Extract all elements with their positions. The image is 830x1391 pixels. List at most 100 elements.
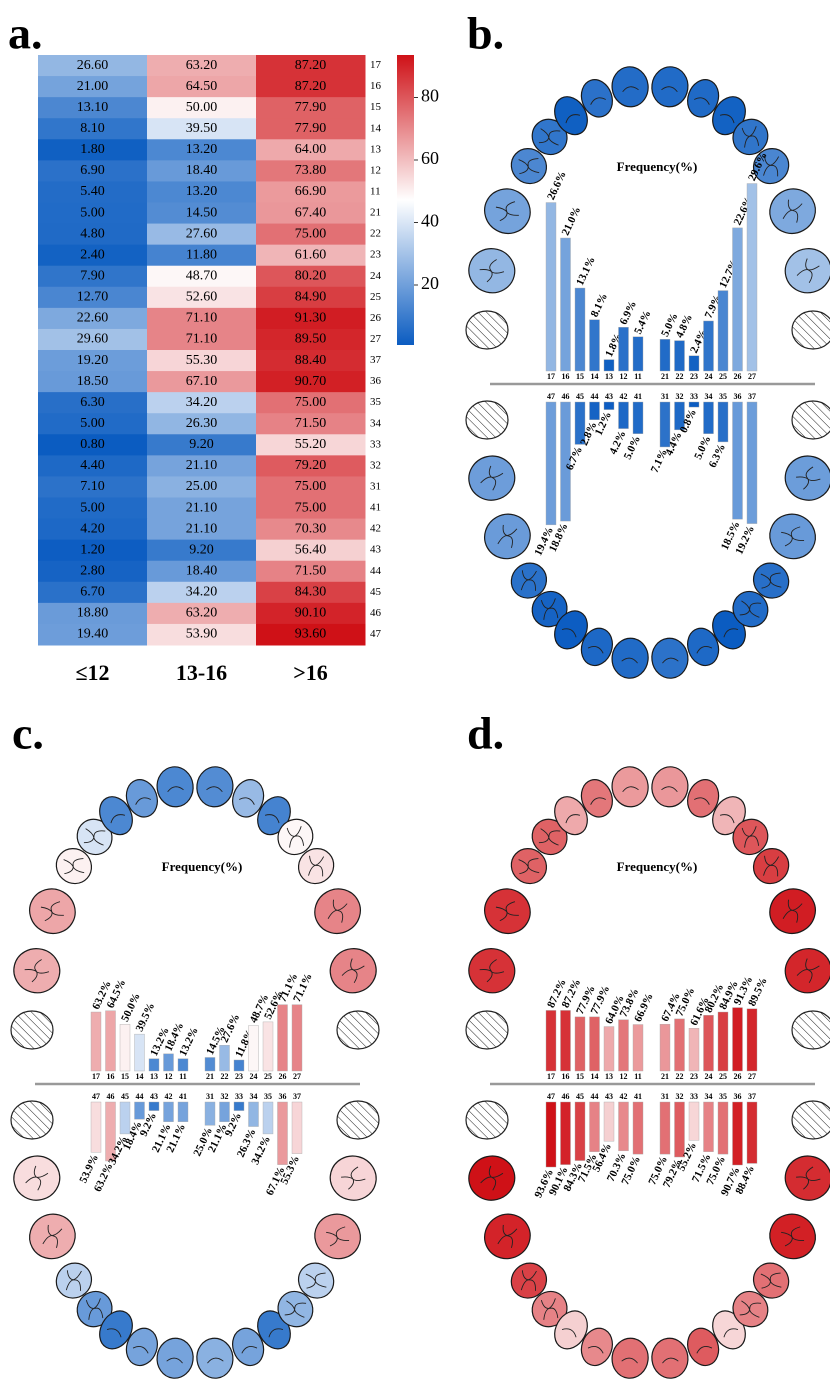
cell-label: 84.90 [295, 290, 327, 305]
bar [546, 1102, 556, 1167]
bar [604, 360, 614, 371]
tooth [326, 944, 381, 998]
x-tick-label: 42 [620, 392, 628, 401]
tooth [781, 944, 830, 998]
cell-label: 9.20 [189, 437, 214, 452]
column-label: ≤12 [75, 660, 109, 685]
bar [604, 1102, 614, 1141]
bar [205, 1102, 215, 1125]
cell-label: 6.70 [80, 585, 105, 600]
third-molar [466, 1011, 508, 1049]
bar [575, 288, 585, 371]
panel-title: b. [467, 8, 504, 59]
x-tick-label: 23 [690, 372, 698, 381]
bar [135, 1034, 145, 1071]
bar [106, 1011, 116, 1071]
bar [733, 402, 743, 519]
cell-label: 19.20 [77, 353, 109, 368]
tooth-crown [464, 451, 519, 505]
panel: d.Frequency(%)1787.2%1687.2%1577.9%1477.… [464, 708, 830, 1381]
bar [590, 1017, 600, 1071]
bar [263, 1022, 273, 1071]
third-molar [466, 1101, 508, 1139]
x-tick-label: 43 [150, 1092, 158, 1101]
cell-label: 66.90 [295, 184, 327, 199]
x-tick-label: 25 [264, 1072, 272, 1081]
x-tick-label: 45 [576, 392, 584, 401]
cell-label: 89.50 [295, 332, 327, 347]
x-tick-label: 36 [279, 1092, 287, 1101]
tooth [792, 311, 830, 349]
tooth [610, 1336, 651, 1380]
row-label: 37 [370, 354, 382, 366]
bar [747, 402, 757, 524]
bar [292, 1005, 302, 1071]
tooth-crown [307, 881, 369, 942]
cell-label: 19.40 [77, 627, 109, 642]
cell-label: 87.20 [295, 79, 327, 94]
tooth-crown [9, 1151, 64, 1205]
x-tick-label: 47 [92, 1092, 100, 1101]
x-tick-label: 42 [620, 1092, 628, 1101]
bar [619, 1102, 629, 1151]
bar [135, 1102, 145, 1119]
cell-label: 9.20 [189, 542, 214, 557]
tooth [337, 1101, 379, 1139]
bar [633, 402, 643, 434]
cell-label: 63.20 [186, 606, 218, 621]
bar [718, 1012, 728, 1071]
bar [91, 1012, 101, 1071]
x-tick-label: 36 [734, 392, 742, 401]
tooth [610, 636, 651, 680]
bar [590, 402, 600, 420]
tooth-crown [22, 881, 84, 942]
x-tick-label: 33 [235, 1092, 243, 1101]
cell-label: 73.80 [295, 163, 327, 178]
row-label: 21 [370, 207, 381, 219]
tooth [195, 765, 236, 809]
tooth [792, 1101, 830, 1139]
row-label: 14 [370, 122, 382, 134]
third-molar [792, 1101, 830, 1139]
tooth [464, 244, 519, 298]
bar [205, 1057, 215, 1071]
cell-label: 64.00 [295, 142, 327, 157]
tooth [477, 181, 539, 242]
cell-label: 88.40 [295, 353, 327, 368]
cell-label: 8.10 [80, 121, 105, 136]
cell-label: 7.10 [80, 479, 105, 494]
bar [704, 1102, 714, 1152]
x-tick-label: 11 [634, 1072, 642, 1081]
tooth [11, 1011, 53, 1049]
x-tick-label: 36 [734, 1092, 742, 1101]
cell-label: 26.60 [77, 58, 109, 73]
third-molar [792, 311, 830, 349]
cell-label: 70.30 [295, 521, 327, 536]
cell-label: 77.90 [295, 121, 327, 136]
cell-label: 87.20 [295, 58, 327, 73]
x-tick-label: 12 [165, 1072, 173, 1081]
tooth-crown [464, 244, 519, 298]
cell-label: 50.00 [186, 100, 218, 115]
tooth [466, 1011, 508, 1049]
tooth [762, 1206, 824, 1267]
cell-label: 29.60 [77, 332, 109, 347]
cell-label: 75.00 [295, 395, 327, 410]
x-tick-label: 43 [605, 392, 613, 401]
x-tick-label: 44 [591, 1092, 599, 1101]
x-tick-label: 24 [250, 1072, 258, 1081]
row-label: 36 [370, 375, 382, 387]
cell-label: 2.40 [80, 247, 105, 262]
bar [619, 327, 629, 371]
cell-label: 48.70 [186, 268, 218, 283]
x-tick-label: 41 [634, 392, 642, 401]
tooth [781, 1151, 830, 1205]
x-tick-label: 46 [562, 1092, 570, 1101]
bar [747, 1009, 757, 1071]
bar [747, 184, 757, 371]
bar [590, 1102, 600, 1152]
row-label: 16 [370, 80, 382, 92]
bar [234, 1102, 244, 1111]
x-tick-label: 46 [107, 1092, 115, 1101]
colorbar [397, 55, 414, 345]
